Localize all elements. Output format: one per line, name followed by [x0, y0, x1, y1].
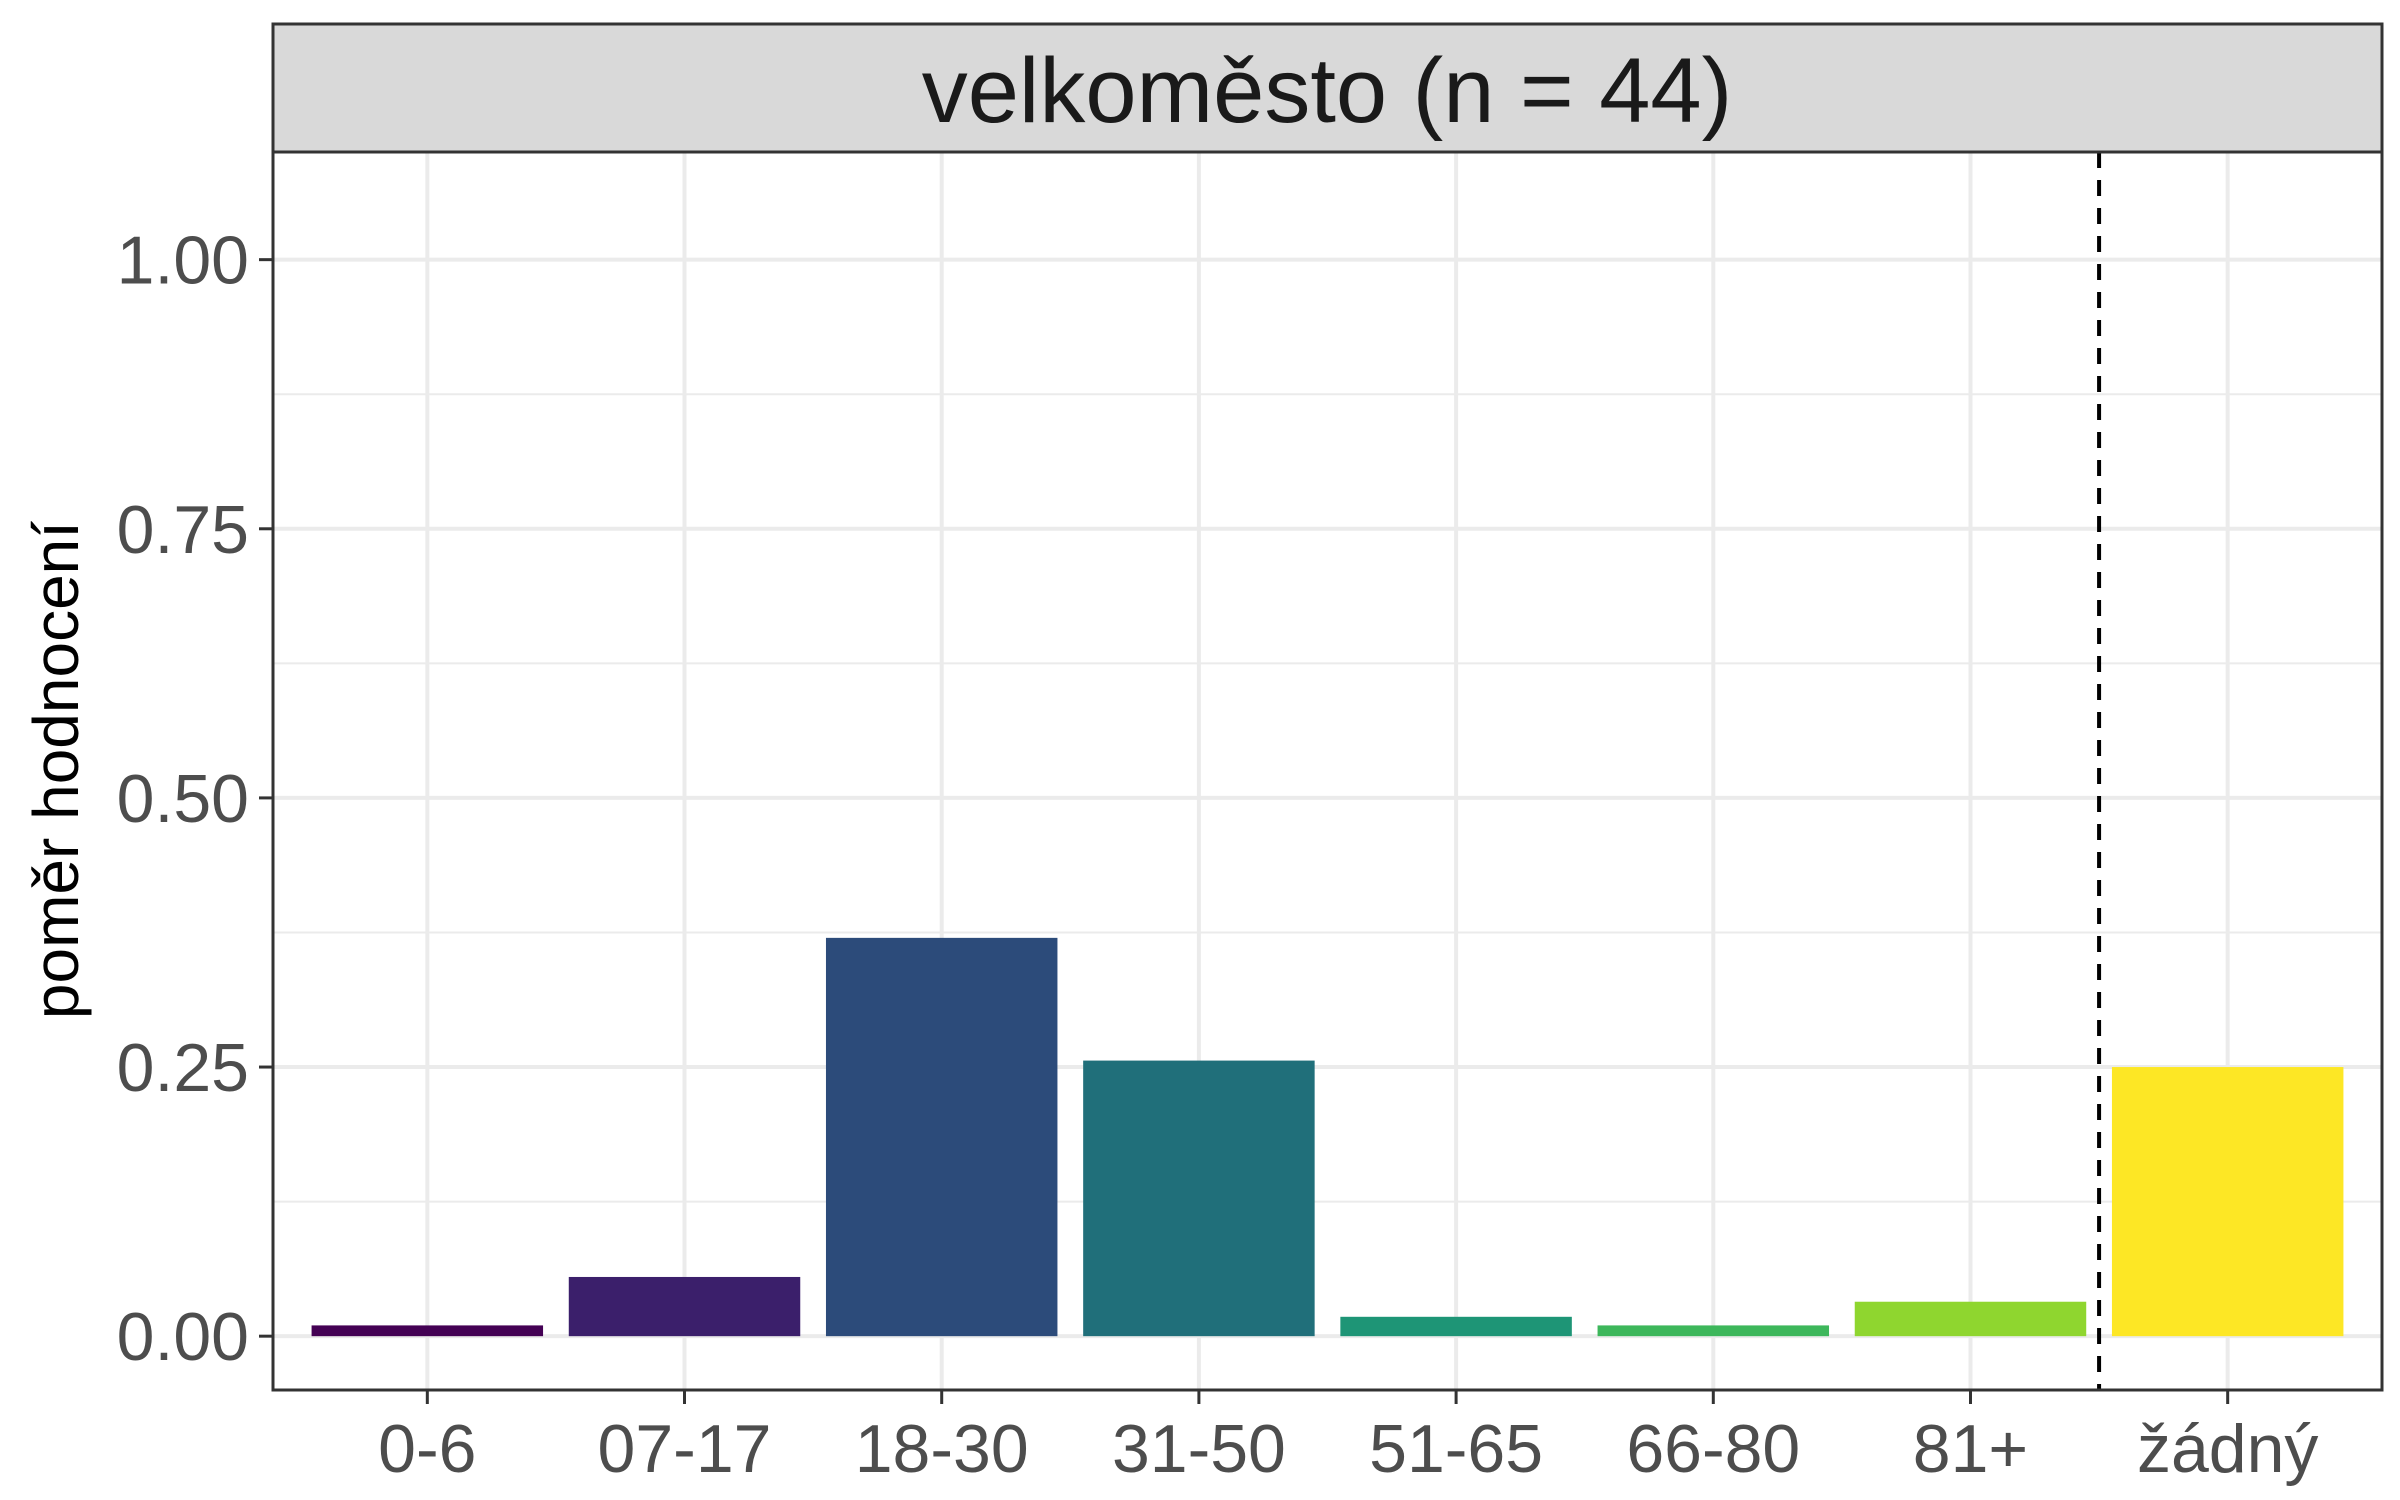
y-tick-label: 0.25: [117, 1030, 249, 1106]
bar-66-80: [1597, 1325, 1830, 1337]
bar-series: [311, 937, 2344, 1337]
y-tick-label: 1.00: [117, 223, 249, 299]
x-axis: 0-6 07-17 18-30 31-50 51-65 66-80 81+ žádný: [378, 1390, 2318, 1487]
x-tick-label: 0-6: [378, 1411, 476, 1487]
x-tick-label: 66-80: [1626, 1411, 1800, 1487]
bar-18-30: [825, 937, 1058, 1337]
bar-81+: [1854, 1301, 2087, 1337]
y-tick-label: 0.75: [117, 492, 249, 568]
y-tick-label: 0.50: [117, 761, 249, 837]
x-tick-label: 51-65: [1369, 1411, 1543, 1487]
bar-0-6: [311, 1325, 544, 1337]
facet-title: velkoměsto (n = 44): [922, 40, 1732, 142]
x-tick-label: žádný: [2137, 1411, 2318, 1487]
bar-žádný: [2111, 1067, 2344, 1337]
grid-lines: [273, 152, 2382, 1390]
x-tick-label: 81+: [1913, 1411, 2028, 1487]
x-tick-label: 31-50: [1112, 1411, 1286, 1487]
bar-07-17: [568, 1276, 801, 1337]
bar-31-50: [1083, 1060, 1315, 1337]
y-axis-label: poměr hodnocení: [20, 521, 92, 1019]
facet-strip-background: [271, 22, 2384, 154]
y-tick-label: 0.00: [117, 1299, 249, 1375]
x-tick-label: 18-30: [855, 1411, 1029, 1487]
facet-strip: velkoměsto (n = 44): [271, 22, 2384, 154]
y-axis: 0.00 0.25 0.50 0.75 1.00: [117, 223, 273, 1375]
bar-51-65: [1340, 1316, 1572, 1337]
x-tick-label: 07-17: [598, 1411, 772, 1487]
